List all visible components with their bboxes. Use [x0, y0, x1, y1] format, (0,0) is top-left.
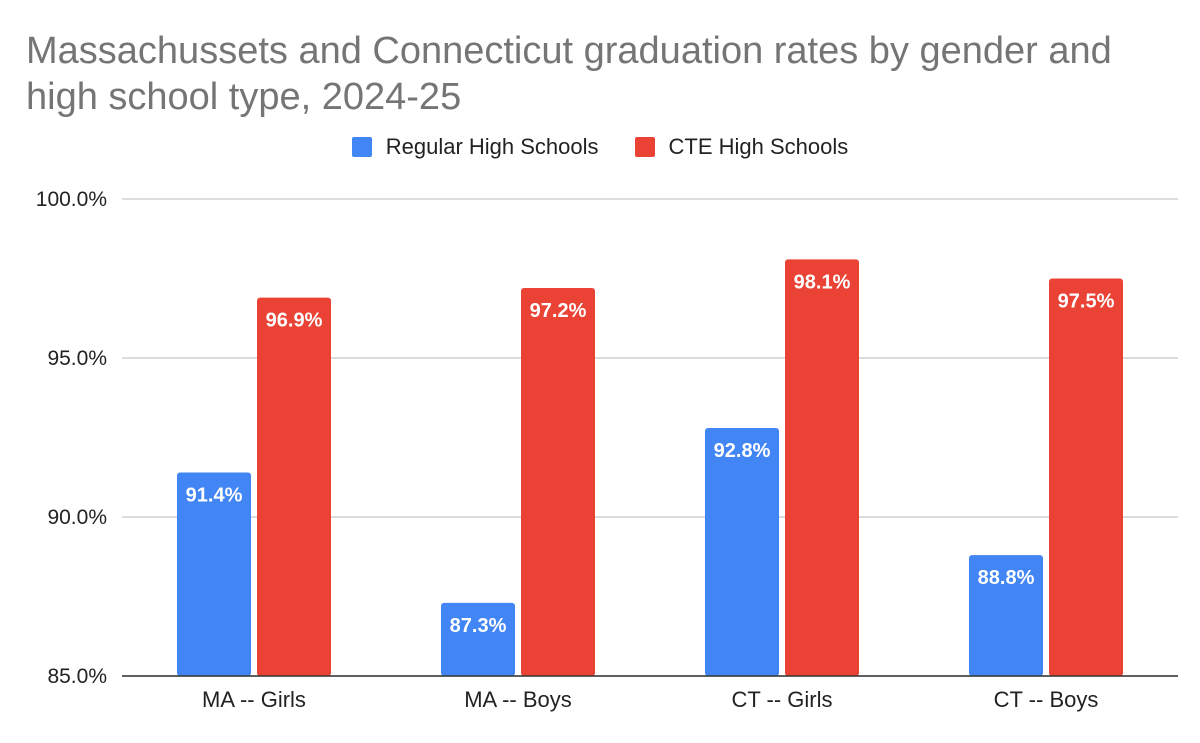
bar — [705, 427, 779, 676]
bar — [1049, 278, 1123, 676]
data-label: 97.5% — [1058, 291, 1115, 313]
data-label: 97.2% — [530, 300, 587, 322]
legend-label-cte: CTE High Schools — [668, 134, 849, 159]
legend-swatch-regular — [351, 137, 372, 157]
legend-swatch-cte — [634, 137, 655, 157]
y-tick-label: 90.0% — [47, 506, 107, 529]
data-label: 96.9% — [266, 310, 323, 332]
data-label: 88.8% — [978, 567, 1035, 589]
legend-item-cte: CTE High Schools — [634, 134, 849, 160]
x-category-label: MA -- Girls — [202, 687, 306, 712]
data-label: 91.4% — [186, 484, 243, 506]
bar — [177, 472, 251, 676]
x-category-label: MA -- Boys — [464, 687, 572, 712]
bar — [441, 602, 515, 676]
data-label: 87.3% — [450, 615, 507, 637]
bar — [969, 555, 1043, 676]
bar — [521, 288, 595, 676]
x-category-label: CT -- Girls — [731, 687, 832, 712]
y-tick-label: 85.0% — [47, 665, 107, 688]
x-category-label: CT -- Boys — [994, 687, 1099, 712]
legend-label-regular: Regular High Schools — [385, 134, 599, 159]
legend: Regular High Schools CTE High Schools — [0, 134, 1200, 160]
data-label: 92.8% — [714, 440, 771, 462]
data-label: 98.1% — [794, 271, 851, 293]
legend-item-regular: Regular High Schools — [351, 134, 599, 160]
y-tick-label: 100.0% — [36, 188, 107, 211]
bar — [785, 259, 859, 676]
chart-title: Massachussets and Connecticut graduation… — [26, 30, 1112, 118]
y-tick-label: 95.0% — [47, 347, 107, 370]
bar — [257, 297, 331, 676]
